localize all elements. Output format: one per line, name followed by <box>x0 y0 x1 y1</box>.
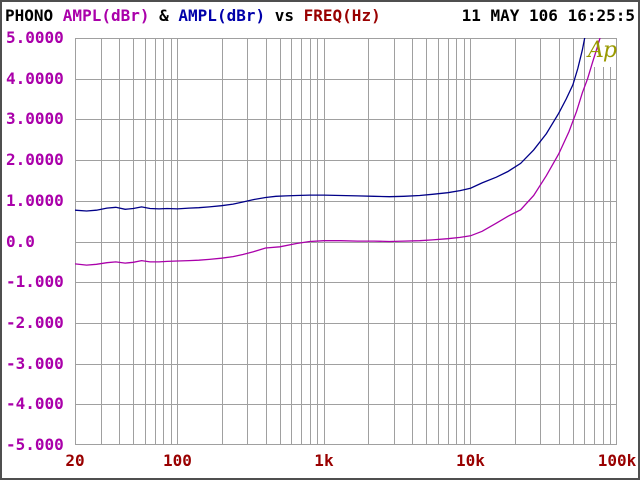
plot-title: PHONO AMPL(dBr) & AMPL(dBr) vs FREQ(Hz) <box>5 6 381 25</box>
x-tick-label: 1k <box>314 451 334 470</box>
title-segment-3: AMPL(dBr) <box>178 6 266 25</box>
timestamp: 11 MAY 106 16:25:5 <box>461 6 635 25</box>
y-tick-label: 5.0000 <box>6 28 64 47</box>
title-segment-1: AMPL(dBr) <box>62 6 150 25</box>
trace-1 <box>75 38 601 266</box>
title-segment-0: PHONO <box>5 6 63 25</box>
plot-border <box>75 38 617 445</box>
y-tick-label: 2.0000 <box>6 150 64 170</box>
title-segment-2: & <box>149 6 179 25</box>
x-tick-label: 10k <box>456 451 485 470</box>
y-tick-label: 3.0000 <box>6 109 64 129</box>
x-tick-label: 100 <box>162 451 192 470</box>
y-tick-label: 1.0000 <box>6 190 64 210</box>
y-tick-label: 4.0000 <box>6 68 64 88</box>
logo-backdrop <box>586 39 616 67</box>
title-segment-5: FREQ(Hz) <box>303 6 381 25</box>
y-tick-label: -1.000 <box>6 272 64 292</box>
y-tick-label: 0.0 <box>6 231 35 251</box>
trace-0 <box>75 38 586 212</box>
y-tick-label: -2.000 <box>6 312 64 332</box>
y-tick-label: -4.000 <box>6 394 64 414</box>
y-tick-label: -3.000 <box>6 353 64 373</box>
y-tick-label: -5.000 <box>6 435 64 454</box>
x-tick-label: 100k <box>597 451 637 470</box>
x-tick-label: 20 <box>65 451 85 470</box>
audio-precision-logo: Ap <box>588 38 617 63</box>
title-segment-4: vs <box>265 6 304 25</box>
